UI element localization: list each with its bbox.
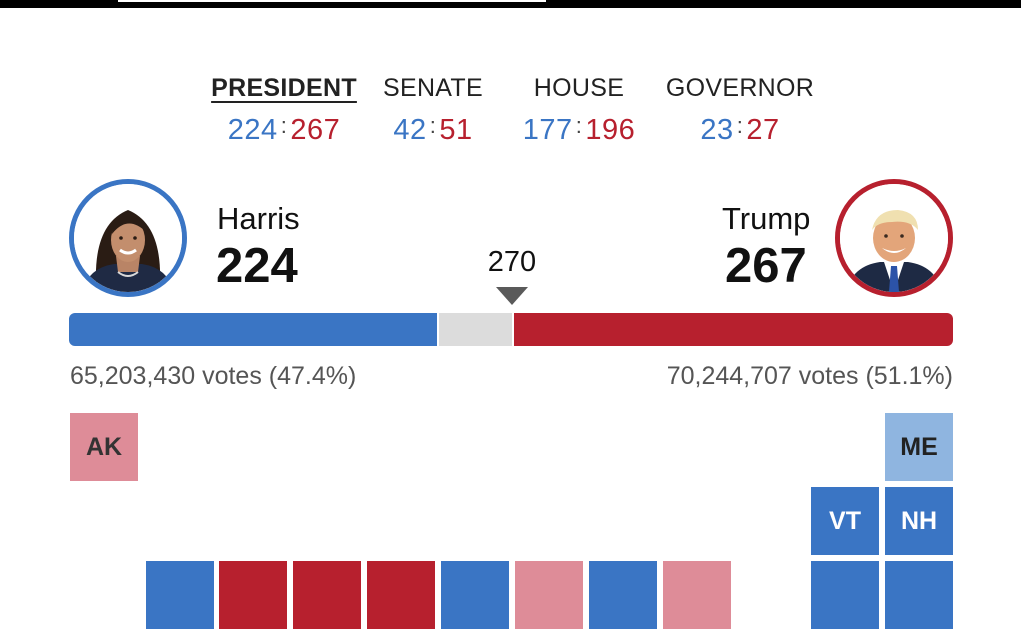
tab-score: 42:51: [348, 113, 518, 147]
state-tile[interactable]: [811, 561, 879, 629]
tab-label: SENATE: [383, 74, 483, 102]
trump-bar: [514, 313, 953, 346]
trump-electoral-votes: 267: [725, 239, 807, 293]
score-separator: :: [736, 113, 744, 138]
tab-president[interactable]: PRESIDENT 224:267: [199, 74, 369, 147]
harris-popular-votes: 65,203,430 votes (47.4%): [70, 362, 357, 390]
tab-score: 23:27: [655, 113, 825, 147]
rep-count: 267: [290, 114, 341, 146]
dem-count: 42: [393, 114, 427, 146]
uncalled-bar: [439, 313, 512, 346]
tab-senate[interactable]: SENATE 42:51: [348, 74, 518, 147]
state-tile[interactable]: [367, 561, 435, 629]
rep-count: 27: [746, 114, 780, 146]
harris-avatar: [69, 179, 187, 297]
tab-label: HOUSE: [533, 74, 625, 102]
rep-count: 196: [585, 114, 636, 146]
tab-governor[interactable]: GOVERNOR 23:27: [655, 74, 825, 147]
state-tile[interactable]: [589, 561, 657, 629]
tab-house[interactable]: HOUSE 177:196: [494, 74, 664, 147]
dem-count: 177: [522, 114, 573, 146]
score-separator: :: [575, 113, 583, 138]
state-tile[interactable]: [441, 561, 509, 629]
state-tile-nh[interactable]: NH: [885, 487, 953, 555]
harris-bar: [69, 313, 437, 346]
state-tile[interactable]: [663, 561, 731, 629]
tab-score: 224:267: [199, 113, 369, 147]
top-nav-indicator: [118, 0, 546, 2]
state-tile[interactable]: [146, 561, 214, 629]
top-nav-bar: [0, 0, 1021, 8]
electoral-vote-bar: [69, 313, 953, 346]
rep-count: 51: [439, 114, 473, 146]
tab-score: 177:196: [494, 113, 664, 147]
score-separator: :: [280, 113, 288, 138]
harris-name: Harris: [217, 201, 300, 236]
score-separator: :: [429, 113, 437, 138]
trump-portrait-icon: [840, 184, 948, 292]
tab-label: GOVERNOR: [665, 74, 815, 102]
threshold-label: 270: [487, 246, 537, 278]
state-tile-me[interactable]: ME: [885, 413, 953, 481]
dem-count: 224: [227, 114, 278, 146]
dem-count: 23: [700, 114, 734, 146]
harris-portrait-icon: [74, 184, 182, 292]
state-tile[interactable]: [219, 561, 287, 629]
state-tile-ak[interactable]: AK: [70, 413, 138, 481]
trump-name: Trump: [722, 201, 811, 236]
harris-electoral-votes: 224: [216, 239, 298, 293]
state-tile-vt[interactable]: VT: [811, 487, 879, 555]
state-tile[interactable]: [885, 561, 953, 629]
threshold-arrow-icon: [496, 287, 528, 305]
trump-avatar: [835, 179, 953, 297]
trump-popular-votes: 70,244,707 votes (51.1%): [666, 362, 953, 390]
tab-label: PRESIDENT: [211, 74, 357, 102]
state-tile[interactable]: [293, 561, 361, 629]
state-tile[interactable]: [515, 561, 583, 629]
